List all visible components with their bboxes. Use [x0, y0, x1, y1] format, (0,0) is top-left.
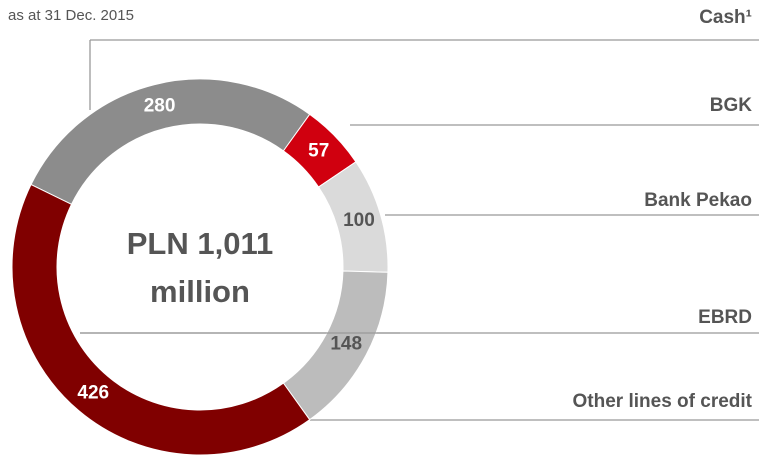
legend-label: BGK	[710, 95, 753, 116]
legend-label: EBRD	[698, 307, 752, 328]
legend-label: Cash¹	[699, 7, 752, 28]
data-label: 100	[343, 210, 375, 231]
data-label: 148	[330, 334, 362, 355]
legend-label: Bank Pekao	[644, 190, 752, 211]
subtitle: as at 31 Dec. 2015	[8, 7, 134, 24]
donut-segment	[11, 183, 311, 456]
legend-label: Other lines of credit	[573, 391, 753, 412]
center-label: million	[150, 274, 250, 309]
data-label: 426	[77, 383, 109, 404]
center-label: PLN 1,011	[127, 226, 273, 261]
data-label: 57	[308, 141, 329, 162]
data-label: 280	[144, 96, 176, 117]
